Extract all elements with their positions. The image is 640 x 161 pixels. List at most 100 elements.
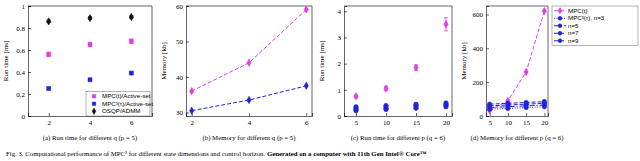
tick-label: 2 xyxy=(190,119,194,127)
tick: 0.4 xyxy=(16,69,31,77)
tick-label: 0.6 xyxy=(16,47,25,55)
frame xyxy=(486,6,548,7)
tick: 400 xyxy=(473,45,490,53)
tick-label: 600 xyxy=(473,11,484,19)
marker xyxy=(129,71,133,75)
tick-label: 10 xyxy=(383,119,391,127)
tick-mark xyxy=(28,72,31,73)
legend-label: OSQP/ADMM xyxy=(102,107,141,114)
tick: 10 xyxy=(383,113,391,127)
tick: 60 xyxy=(176,3,189,11)
tick: 3 xyxy=(338,34,348,42)
marker xyxy=(129,13,133,20)
tick: 0 xyxy=(22,113,32,121)
error-bar xyxy=(47,87,51,89)
figure: 24600.20.40.60.81Run time [ms](a) Run ti… xyxy=(0,0,640,161)
tick: 15 xyxy=(523,113,531,127)
axis-line xyxy=(29,7,32,117)
marker xyxy=(88,43,92,47)
tick-label: 0 xyxy=(480,113,484,121)
marker xyxy=(247,59,251,66)
tick-mark xyxy=(344,90,347,91)
tick: 2 xyxy=(190,113,194,127)
legend-item: n=9 xyxy=(554,37,579,44)
tick-label: 0.2 xyxy=(16,91,25,99)
tick: 0.6 xyxy=(16,47,31,55)
tick: 40 xyxy=(176,74,189,82)
marker xyxy=(354,93,358,100)
legend-item: n=7 xyxy=(554,29,579,36)
legend-item: MPC(t)/Active-set xyxy=(92,92,150,99)
marker xyxy=(444,101,449,106)
line xyxy=(192,10,307,92)
tick-label: 200 xyxy=(473,79,484,87)
tick-mark xyxy=(386,113,387,116)
plot-area xyxy=(487,7,546,114)
marker xyxy=(542,7,546,14)
panel: 24600.20.40.60.81Run time [ms](a) Run ti… xyxy=(2,3,154,142)
legend-label: MPC³(τ), n=3 xyxy=(568,14,605,21)
y-axis-title: Run time [ms] xyxy=(318,41,326,81)
tick-label: 30 xyxy=(176,109,184,117)
tick-label: 4 xyxy=(338,8,342,16)
marker xyxy=(88,78,92,82)
tick-label: 60 xyxy=(176,3,184,11)
error-bar xyxy=(88,79,92,81)
tick-label: 1 xyxy=(338,87,342,95)
error-bar xyxy=(129,39,133,43)
axis-line xyxy=(487,7,490,117)
tick: 50 xyxy=(176,38,189,46)
line xyxy=(490,11,545,111)
marker xyxy=(524,100,529,105)
tick-label: 20 xyxy=(443,119,451,127)
legend-marker xyxy=(92,102,95,105)
tick-label: 40 xyxy=(176,74,184,82)
error-bar xyxy=(129,72,133,74)
tick: 15 xyxy=(413,113,421,127)
series xyxy=(47,13,134,25)
panel: 24630405060Memory [kb](b) Memory for dif… xyxy=(160,3,313,142)
legend-box xyxy=(552,6,638,46)
marker xyxy=(414,64,418,71)
tick-label: 2 xyxy=(338,60,342,68)
tick-label: 2 xyxy=(47,119,51,127)
marker xyxy=(304,6,308,13)
frame xyxy=(344,6,452,7)
series xyxy=(354,101,449,109)
tick-mark xyxy=(508,113,509,116)
tick-label: 0 xyxy=(22,113,26,121)
legend-item: n=5 xyxy=(554,22,579,29)
tick: 5 xyxy=(488,113,492,127)
tick-label: 6 xyxy=(305,119,309,127)
tick: 0 xyxy=(480,113,490,121)
tick-label: 5 xyxy=(355,119,359,127)
marker xyxy=(354,105,359,110)
legend: MPC(t)/Active-setMPC³(τ)/Active-setOSQP/… xyxy=(86,92,154,117)
y-axis-title: Memory [kb] xyxy=(460,42,468,80)
tick-label: 3 xyxy=(338,34,342,42)
marker xyxy=(47,52,51,56)
tick: 2 xyxy=(338,60,348,68)
plot-area xyxy=(190,6,309,114)
error-bar-cap xyxy=(444,30,448,31)
tick-label: 1 xyxy=(22,3,26,11)
y-axis: 0 200 400 600 xyxy=(473,7,490,121)
x-axis: 2 4 6 xyxy=(187,113,313,127)
tick-label: 4 xyxy=(248,119,252,127)
series xyxy=(47,39,134,57)
axis-line xyxy=(187,7,190,117)
legend-label: MPC³(τ)/Active-set xyxy=(102,100,154,107)
series xyxy=(190,82,309,114)
tick: 1 xyxy=(338,87,348,95)
legend-item: OSQP/ADMM xyxy=(92,107,140,114)
tick-label: 10 xyxy=(505,119,512,127)
tick: 200 xyxy=(473,79,490,87)
tick: 30 xyxy=(176,109,189,117)
tick: 600 xyxy=(473,11,490,19)
tick-mark xyxy=(306,113,307,116)
legend-label: n=7 xyxy=(568,29,579,36)
legend-marker xyxy=(558,31,562,35)
tick: 4 xyxy=(248,113,252,127)
series xyxy=(190,6,309,95)
marker xyxy=(88,14,92,21)
